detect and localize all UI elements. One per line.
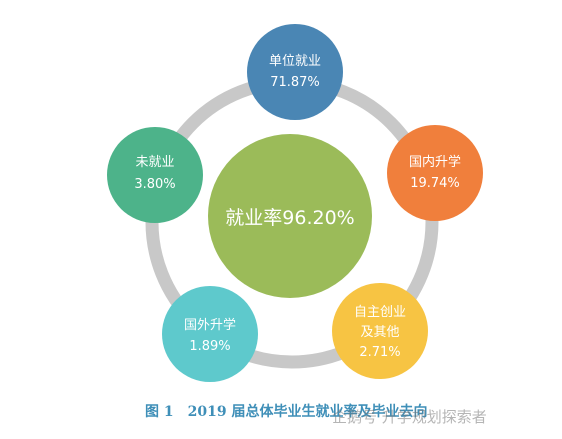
- figure-number: 图 1: [145, 404, 174, 420]
- node-unit-employment-name: 单位就业: [269, 54, 321, 69]
- node-self-employed-name-line2: 及其他: [360, 325, 399, 340]
- node-unemployed-circle: [107, 127, 203, 223]
- node-domestic-study-name: 国内升学: [409, 154, 461, 170]
- node-unit-employment-value: 71.87%: [270, 75, 320, 90]
- node-unit-employment: 单位就业 71.87%: [247, 24, 343, 120]
- node-self-employed-circle: [332, 283, 428, 379]
- node-abroad-study: 国外升学 1.89%: [162, 286, 258, 382]
- node-abroad-study-name: 国外升学: [184, 317, 236, 333]
- watermark: 企鹅号 升学规划探索者: [332, 408, 487, 426]
- node-abroad-study-circle: [162, 286, 258, 382]
- node-unemployed-value: 3.80%: [134, 177, 175, 192]
- node-domestic-study-value: 19.74%: [410, 176, 460, 191]
- center-label: 就业率96.20%: [225, 207, 354, 229]
- node-unit-employment-circle: [247, 24, 343, 120]
- node-domestic-study: 国内升学 19.74%: [387, 125, 483, 221]
- figure-title: 2019 届总体毕业生就业率及毕业去向: [187, 404, 428, 420]
- center-circle: [208, 134, 372, 298]
- node-self-employed-value: 2.71%: [359, 345, 400, 360]
- node-domestic-study-circle: [387, 125, 483, 221]
- figure-caption: 图 1 2019 届总体毕业生就业率及毕业去向: [145, 401, 427, 421]
- node-unemployed-name: 未就业: [135, 155, 174, 170]
- node-self-employed: 自主创业 及其他 2.71%: [332, 283, 428, 379]
- node-self-employed-name-line1: 自主创业: [354, 305, 406, 320]
- node-abroad-study-value: 1.89%: [189, 339, 230, 354]
- node-unemployed: 未就业 3.80%: [107, 127, 203, 223]
